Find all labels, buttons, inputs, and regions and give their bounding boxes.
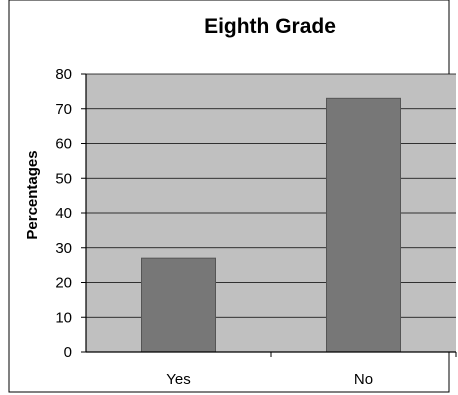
chart-title: Eighth Grade xyxy=(204,15,336,38)
y-tick-label: 80 xyxy=(55,66,72,83)
y-tick-label: 70 xyxy=(55,101,72,118)
x-axis-ticks: Yes No xyxy=(166,352,457,388)
y-tick-label: 50 xyxy=(55,170,72,187)
y-tick-label: 20 xyxy=(55,275,72,292)
x-tick-label: No xyxy=(354,371,373,388)
y-tick-label: 40 xyxy=(55,205,72,222)
y-axis-ticks: 0 10 20 30 40 50 60 70 80 xyxy=(55,66,86,361)
bars xyxy=(141,97,401,353)
y-tick-label: 0 xyxy=(64,344,72,361)
x-tick-label: Yes xyxy=(166,371,190,388)
y-tick-label: 10 xyxy=(55,309,72,326)
y-tick-label: 30 xyxy=(55,240,72,257)
y-tick-label: 60 xyxy=(55,136,72,153)
y-axis-label: Percentages xyxy=(24,150,41,239)
bar-yes xyxy=(141,257,216,353)
bar-no xyxy=(326,97,401,353)
